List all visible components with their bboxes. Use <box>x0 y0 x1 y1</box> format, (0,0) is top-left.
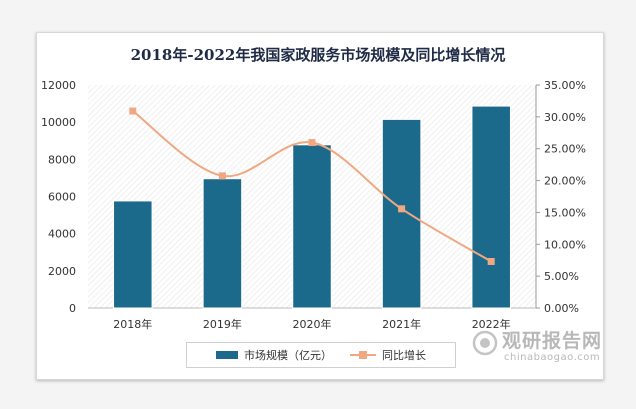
right-tick-label: 0.00% <box>544 302 579 315</box>
bar <box>113 200 153 309</box>
legend-item-line: 同比增长 <box>350 347 426 363</box>
legend-item-bar: 市场规模（亿元） <box>216 347 332 363</box>
right-tick-label: 10.00% <box>544 238 586 251</box>
left-tick-label: 4000 <box>48 228 76 241</box>
legend-swatch-line <box>350 351 376 359</box>
left-tick-label: 0 <box>69 302 76 315</box>
bar <box>471 105 511 309</box>
left-tick-label: 12000 <box>41 79 76 92</box>
x-tick-label: 2021年 <box>382 317 421 331</box>
line-point <box>129 107 137 115</box>
watermark-sub: chinabaogao.com <box>504 352 601 363</box>
right-tick-label: 35.00% <box>544 79 586 92</box>
right-tick-label: 20.00% <box>544 175 586 188</box>
x-tick-label: 2018年 <box>113 317 152 331</box>
right-tick-label: 5.00% <box>544 270 579 283</box>
legend-label-bar: 市场规模（亿元） <box>244 349 332 362</box>
watermark-main: 观研报告网 <box>502 330 603 352</box>
bar <box>202 178 243 309</box>
watermark: 观研报告网 chinabaogao.com <box>466 326 626 372</box>
x-tick-label: 2020年 <box>293 317 332 331</box>
right-tick-label: 15.00% <box>544 206 586 219</box>
chart-title: 2018年-2022年我国家政服务市场规模及同比增长情况 <box>130 46 506 64</box>
line-point <box>398 205 406 213</box>
legend-label-line: 同比增长 <box>382 349 426 362</box>
left-tick-label: 6000 <box>48 191 76 204</box>
legend: 市场规模（亿元） 同比增长 <box>186 342 456 368</box>
line-point <box>487 257 495 265</box>
right-tick-label: 30.00% <box>544 111 586 124</box>
x-tick-label: 2022年 <box>472 317 511 331</box>
left-axis: 0 2000 4000 6000 8000 10000 12000 <box>41 79 76 315</box>
x-tick-label: 2019年 <box>203 317 242 331</box>
legend-swatch-bar <box>216 351 238 359</box>
watermark-logo-icon <box>472 330 498 356</box>
line-point <box>218 172 226 180</box>
bar <box>292 144 332 309</box>
line-series <box>129 107 495 265</box>
bar-series <box>113 105 511 309</box>
left-tick-label: 2000 <box>48 265 76 278</box>
left-tick-label: 10000 <box>41 116 76 129</box>
left-tick-label: 8000 <box>48 153 76 166</box>
line-point <box>308 139 316 147</box>
bar <box>381 118 422 309</box>
right-tick-label: 25.00% <box>544 143 586 156</box>
right-axis: 0.00% 5.00% 10.00% 15.00% 20.00% 25.00% 30.00%… <box>535 79 586 315</box>
